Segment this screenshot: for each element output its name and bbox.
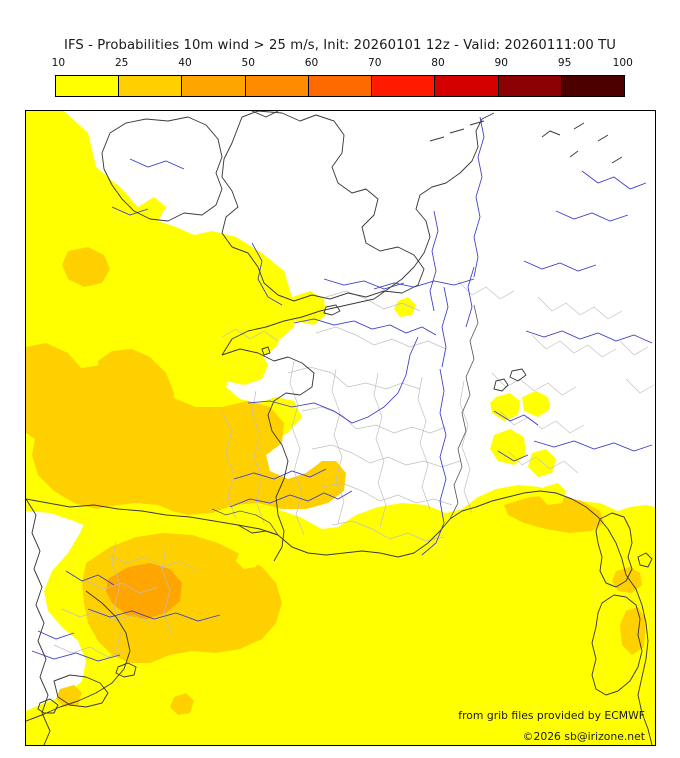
prob-band-25-40-gulf-lion [82,533,282,663]
prob-band-40-50-gulf-lion [106,563,182,619]
prob-spot-rhone-1 [490,393,520,421]
rivers-layer [31,116,653,662]
prob-band-25-40-atlantic-blob [62,247,110,287]
coastline-layer [26,111,653,745]
colorbar-band-95-100 [561,76,624,96]
prob-spot-lyon [394,297,416,317]
prob-spot-languedoc [236,547,260,569]
colorbar-tick-40: 40 [178,57,192,69]
prob-spot-alps-2 [528,449,556,477]
colorbar-tick-50: 50 [241,57,255,69]
admin-borders-layer [53,280,655,658]
colorbar-band-40-50 [182,76,246,96]
colorbar-band-10-25 [56,76,120,96]
forecast-map[interactable]: from grib files provided by ECMWF ©2026 … [25,110,656,746]
prob-spot-menorca [170,693,194,715]
prob-spot-cevennes [270,535,296,561]
prob-band-25-40-ligurian [504,495,604,533]
colorbar-tick-70: 70 [368,57,382,69]
colorbar-band-60-70 [308,76,373,96]
prob-band-25-40-biscay [32,365,346,515]
colorbar-tick-25: 25 [114,57,129,69]
colorbar-swatches [55,75,625,97]
colorbar-tick-80: 80 [431,57,445,69]
page-title: IFS - Probabilities 10m wind > 25 m/s, I… [63,38,617,53]
colorbar-band-70-80 [372,76,436,96]
colorbar-tick-95: 95 [557,57,572,69]
colorbar: 10 25 40 50 60 70 80 90 95 100 [51,57,633,99]
credit-copyright: ©2026 sb@irizone.net [522,730,645,743]
map-canvas [26,111,655,745]
colorbar-band-25-40 [119,76,183,96]
colorbar-band-50-60 [245,76,309,96]
prob-spot-rhone-2 [522,391,550,417]
colorbar-band-80-90 [435,76,499,96]
colorbar-tick-60: 60 [304,57,319,69]
colorbar-tick-90: 90 [494,57,509,69]
colorbar-band-90-95 [498,76,562,96]
credit-source: from grib files provided by ECMWF [458,709,645,722]
prob-band-10-25-brittany [218,345,268,385]
prob-spot-alps-1 [490,429,526,465]
colorbar-tick-100: 100 [612,57,633,69]
colorbar-tick-labels: 10 25 40 50 60 70 80 90 95 100 [51,57,633,73]
prob-spot-corsica-east [620,607,646,655]
prob-spot-alps-3 [540,483,566,505]
prob-band-10-25-channel [208,281,296,345]
colorbar-tick-10: 10 [51,57,66,69]
probability-shading-layer [26,111,655,745]
country-borders-layer [211,304,479,536]
